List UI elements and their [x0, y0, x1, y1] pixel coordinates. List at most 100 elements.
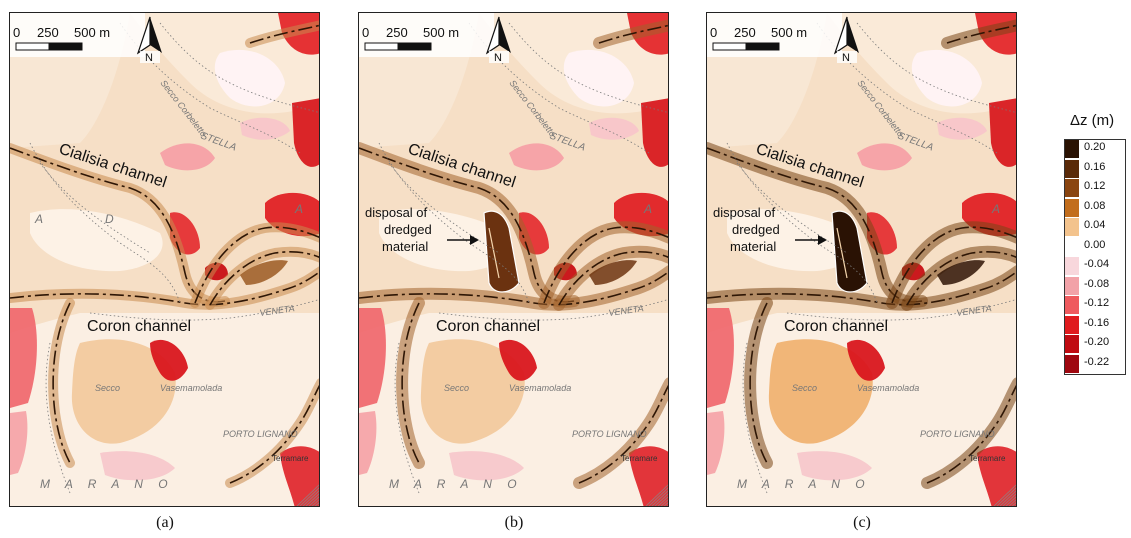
scale-bar: 0 250 500 m — [707, 13, 842, 57]
channel-axis — [906, 251, 1016, 306]
legend-swatch — [1065, 218, 1079, 237]
place-label: M A R A N O — [40, 477, 174, 491]
place-label: VENETA — [608, 303, 644, 318]
place-label: Terramare — [272, 454, 309, 463]
legend-title: Δz (m) — [1070, 112, 1115, 129]
contour-line — [742, 342, 768, 494]
hatch-line — [1002, 493, 1016, 506]
erosion-patch — [240, 117, 290, 140]
legend-item: 0.20 — [1065, 140, 1125, 159]
annotation-line-2: dredged — [732, 222, 780, 237]
contour-line — [388, 162, 500, 254]
hatch-line — [651, 490, 668, 506]
annotation-disposal: disposal of dredged material — [365, 205, 479, 254]
north-label: N — [145, 52, 153, 64]
erosion-patch — [499, 339, 537, 381]
erosion-patch — [100, 451, 175, 481]
contour-line — [726, 142, 878, 304]
scale-label: 0 — [13, 25, 20, 40]
legend-swatch — [1065, 335, 1079, 354]
erosion-patch — [989, 98, 1016, 167]
place-label: A — [643, 202, 652, 216]
deposition-lobe — [589, 260, 637, 285]
channel-axis — [229, 384, 319, 484]
channel-axis — [194, 226, 319, 304]
place-label: A — [294, 202, 303, 216]
erosion-patch — [977, 446, 1016, 506]
map-panel-c: 0 250 500 m N Secco Corbeletto STELLA A VENETA S… — [706, 12, 1017, 507]
scale-label: 500 m — [423, 25, 459, 40]
legend-label: -0.22 — [1084, 355, 1110, 368]
colorbar-legend: Δz (m) 0.20 0.16 0.12 0.08 0.04 0.00 -0.04 -0.0… — [1058, 112, 1131, 382]
scale-label: 500 m — [74, 25, 110, 40]
channel-axis — [578, 384, 668, 484]
legend-label: 0.04 — [1084, 219, 1106, 231]
annotation-line-2: dredged — [384, 222, 432, 237]
erosion-patch — [10, 308, 37, 408]
contour-line — [378, 142, 530, 304]
caption-a: (a) — [156, 514, 174, 531]
place-label: PORTO LIGNANO — [920, 429, 995, 439]
place-label: A — [991, 202, 1000, 216]
map-panel-a: 0 250 500 m N Secco Corbeletto STELLA A D A VENET… — [9, 12, 320, 507]
annotation-line-1: disposal of — [713, 205, 776, 220]
scale-bar: 0 250 500 m — [10, 13, 145, 57]
contour-line — [89, 299, 319, 321]
scale-label: 250 — [734, 25, 756, 40]
erosion-patch — [589, 117, 639, 140]
erosion-patch — [280, 446, 319, 506]
scale-segment — [364, 42, 399, 51]
legend-swatch — [1065, 179, 1079, 198]
legend-label: -0.16 — [1084, 316, 1110, 329]
contour-line — [786, 299, 1016, 321]
north-arrow-right — [499, 17, 511, 53]
erosion-patch — [509, 143, 564, 171]
north-label-bg — [837, 51, 857, 63]
hatch-line — [999, 490, 1016, 506]
hatch-line — [996, 487, 1016, 506]
hatch-line — [657, 496, 668, 506]
channel-label-coron: Coron channel — [87, 318, 191, 335]
deposition-lobe — [240, 260, 288, 285]
erosion-patch — [847, 339, 885, 381]
erosion-patch — [857, 143, 912, 171]
channel-axis — [249, 24, 319, 44]
scale-segment — [397, 42, 432, 51]
erosion-patch — [359, 411, 377, 475]
white-patch — [563, 49, 634, 107]
urban-area — [993, 484, 1016, 506]
north-arrow-icon: N — [136, 16, 162, 64]
legend-swatch — [1065, 315, 1079, 334]
legend-swatch — [1065, 237, 1079, 256]
scale-label: 250 — [386, 25, 408, 40]
scale-segment — [712, 42, 747, 51]
deposition-lobe — [937, 260, 985, 285]
channel-axis — [10, 147, 226, 303]
hatch-line — [660, 499, 668, 506]
place-label: Terramare — [621, 454, 658, 463]
scale-label: 0 — [362, 25, 369, 40]
legend-label: -0.20 — [1084, 336, 1110, 348]
hatch-line — [311, 499, 319, 506]
channel-axis — [926, 384, 1016, 484]
legend-swatch — [1065, 296, 1079, 315]
legend-box: 0.20 0.16 0.12 0.08 0.04 0.00 -0.04 -0.08 -0.12 -… — [1064, 139, 1126, 375]
place-label: Vasemamolada — [509, 383, 571, 393]
hatch-line — [1008, 499, 1016, 506]
legend-item: 0.08 — [1065, 198, 1125, 217]
place-label: M A R A N O — [389, 477, 523, 491]
channel-axis — [209, 251, 319, 306]
scale-segment — [15, 42, 50, 51]
channel-label-coron: Coron channel — [784, 318, 888, 335]
white-patch — [727, 209, 860, 272]
erosion-patch — [359, 308, 386, 408]
annotation-disposal: disposal of dredged material — [713, 205, 827, 254]
hatch-line — [305, 493, 319, 506]
annotation-line-1: disposal of — [365, 205, 428, 220]
channel-axis — [543, 226, 668, 304]
legend-label: -0.08 — [1084, 277, 1110, 290]
hatch-line — [663, 502, 668, 506]
scale-label: 0 — [710, 25, 717, 40]
channel-axis — [52, 302, 71, 464]
